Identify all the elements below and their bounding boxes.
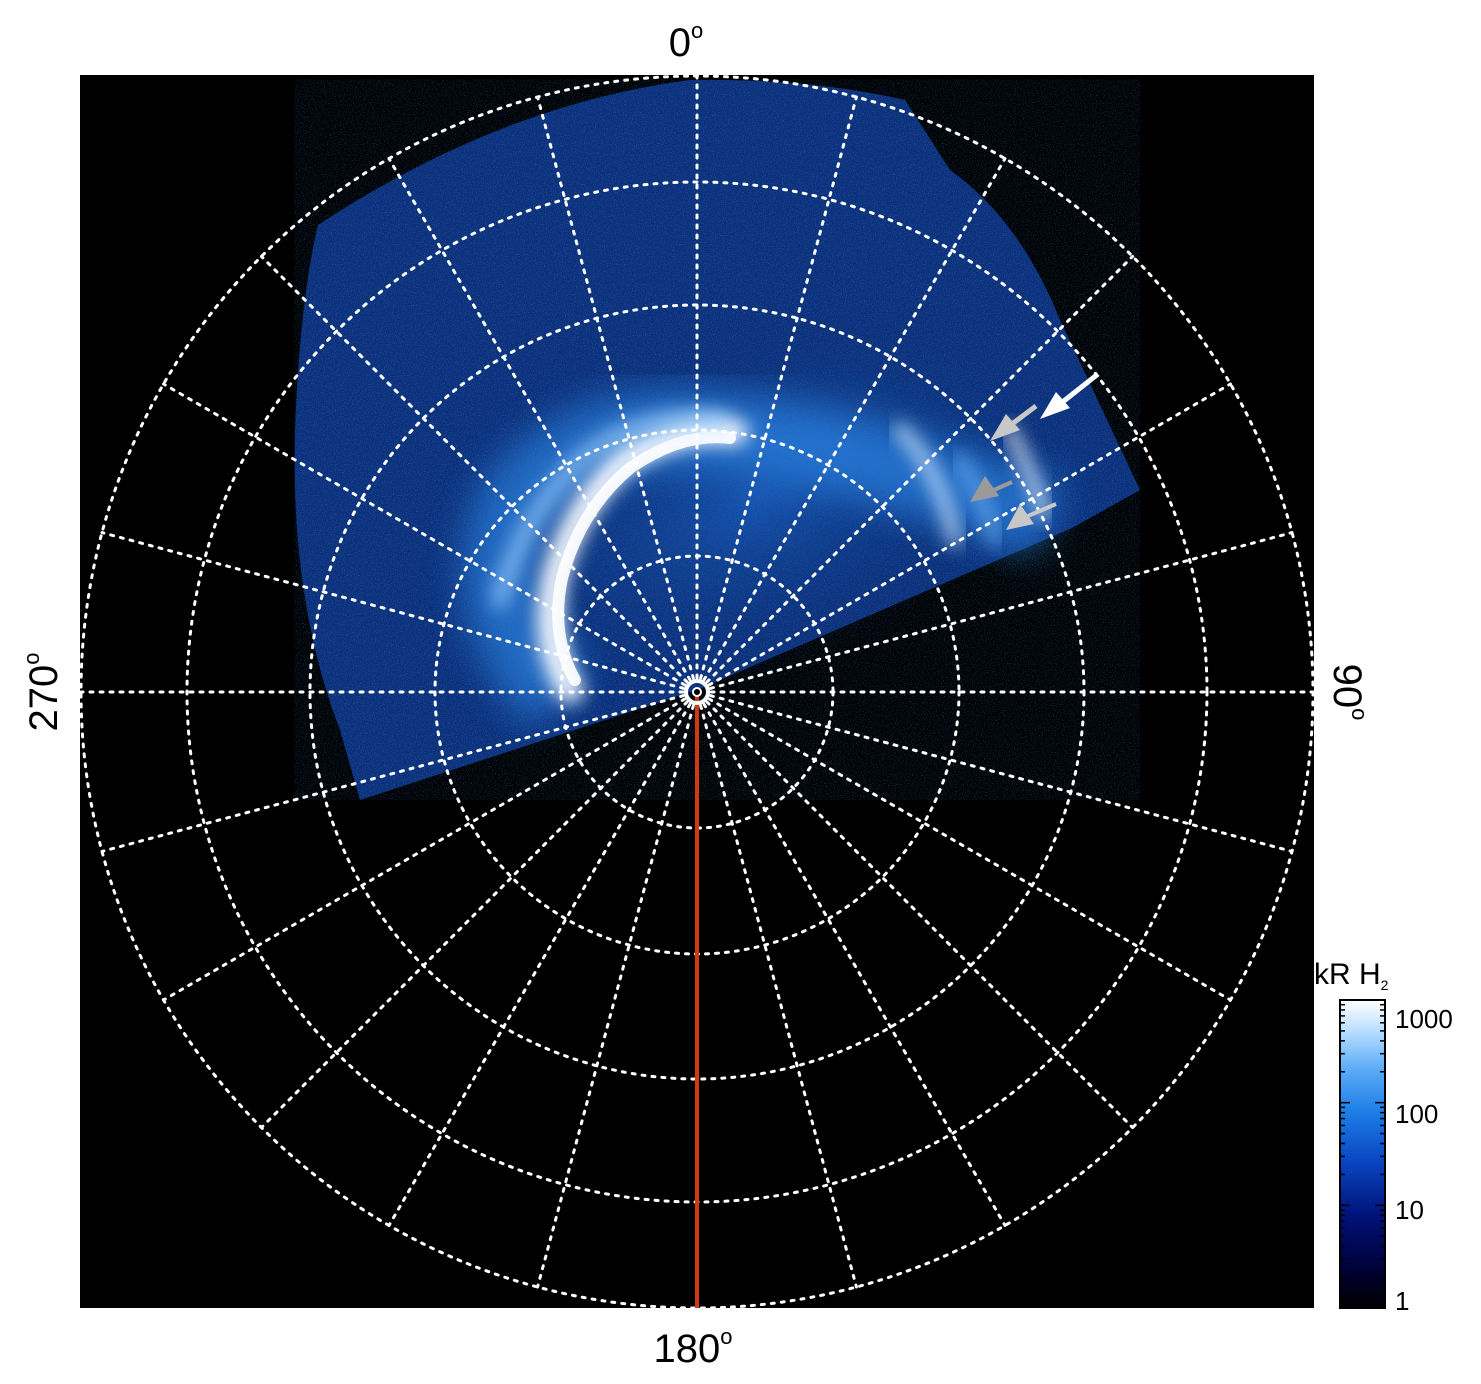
meridian-line	[387, 157, 692, 682]
label-180-degrees: 180o	[654, 1324, 733, 1371]
meridian-line	[707, 697, 1232, 1002]
label-0-degrees: 0o	[669, 18, 704, 65]
meridian-line	[259, 700, 689, 1130]
main-oval-bright-arc	[537, 417, 748, 703]
arrow-icon	[1006, 502, 1057, 530]
meridian-line	[387, 702, 692, 1227]
meridian-line	[699, 704, 858, 1289]
meridian-line	[709, 531, 1294, 690]
dawn-arc-outer	[1005, 425, 1050, 520]
meridian-line	[536, 95, 695, 680]
meridian-line	[100, 694, 685, 853]
meridian-line	[162, 382, 687, 687]
arrow-icon	[970, 476, 1013, 502]
pole-marker-outer	[684, 679, 710, 705]
annotation-arrows	[970, 372, 1100, 530]
colorbar-title: kR H2	[1314, 958, 1389, 993]
meridian-line	[259, 254, 689, 684]
aurora-image	[294, 79, 1141, 801]
meridian-line	[709, 694, 1294, 853]
meridian-line	[707, 382, 1232, 687]
meridian-line	[705, 700, 1135, 1130]
main-oval-core	[552, 431, 736, 686]
label-270-degrees: 270o	[19, 653, 66, 732]
pole-marker-inner	[692, 687, 702, 697]
polar-grid	[80, 75, 1314, 1308]
meridian-line	[705, 254, 1135, 684]
dawn-arc-mid	[954, 454, 1001, 546]
meridian-line	[702, 702, 1007, 1227]
arrow-icon	[990, 404, 1038, 441]
meridian-line	[536, 704, 695, 1289]
colorbar-tick-label: 1	[1395, 1286, 1409, 1316]
meridian-line	[702, 157, 1007, 682]
colorbar-tick-label: 10	[1395, 1195, 1424, 1225]
arrow-icon	[1040, 372, 1100, 419]
colorbar: kR H2 1000 100 10 1	[1314, 958, 1453, 1316]
meridian-line	[100, 531, 685, 690]
outer-arc	[491, 409, 729, 609]
meridian-line	[162, 697, 687, 1002]
colorbar-tick-label: 100	[1395, 1099, 1438, 1129]
colorbar-ticks	[1340, 999, 1385, 1309]
colorbar-gradient	[1339, 999, 1386, 1309]
dawn-arc	[893, 423, 962, 547]
colorbar-tick-label: 1000	[1395, 1004, 1453, 1034]
meridian-lines	[80, 75, 1314, 1308]
label-90-degrees: 90o	[1325, 664, 1372, 721]
meridian-line	[699, 95, 858, 680]
